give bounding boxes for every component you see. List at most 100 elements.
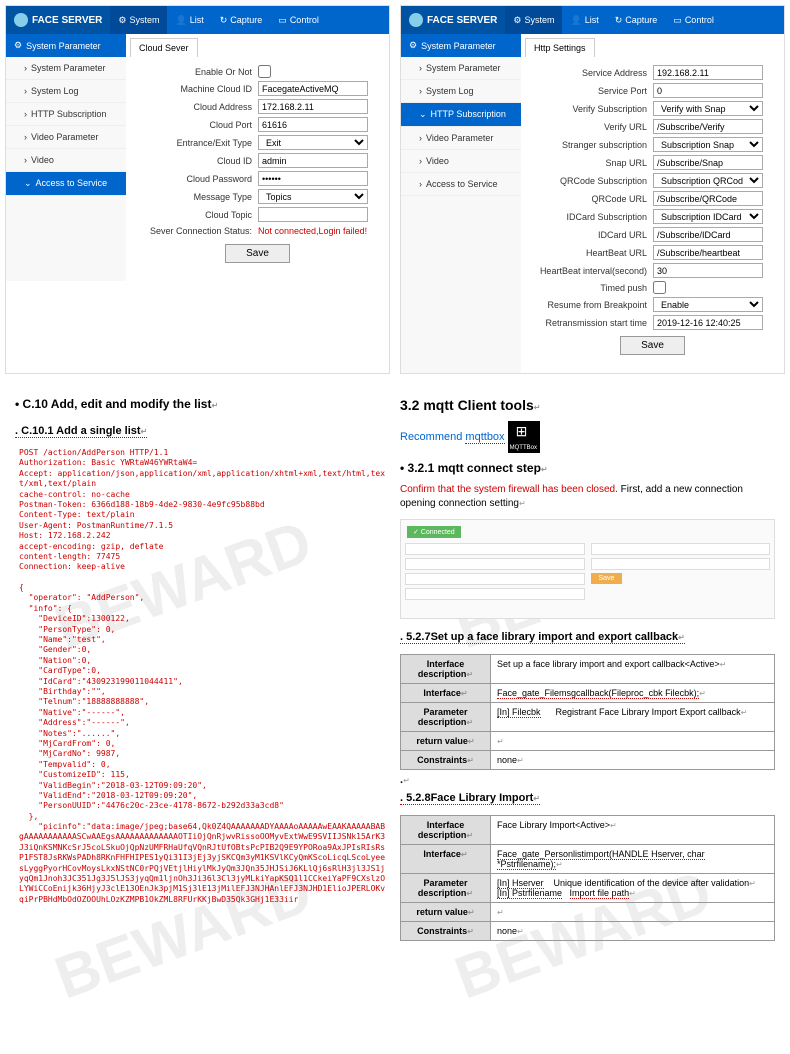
gear-icon: ⚙	[118, 15, 126, 26]
cell-value: Face_gate_Personlistimport(HANDLE Hserve…	[491, 845, 775, 874]
logo: FACE SERVER	[6, 6, 110, 34]
label: Snap URL	[533, 158, 653, 168]
cell-value	[491, 903, 775, 922]
label: QRCode Subscription	[533, 176, 653, 186]
label: Timed push	[533, 283, 653, 293]
save-button[interactable]: Save	[225, 244, 290, 263]
nav-list[interactable]: 👤List	[167, 6, 211, 34]
resume-select[interactable]: Enable	[653, 297, 763, 312]
label: Resume from Breakpoint	[533, 300, 653, 310]
label: Cloud Topic	[138, 210, 258, 220]
label: Enable Or Not	[138, 67, 258, 77]
port-input[interactable]	[653, 83, 763, 98]
surl-input[interactable]	[653, 155, 763, 170]
sidebar-item[interactable]: Video	[401, 150, 521, 173]
hint-input[interactable]	[653, 263, 763, 278]
fingerprint-icon	[14, 13, 28, 27]
api-table-527: Interface descriptionSet up a face libra…	[400, 654, 775, 770]
cell-value: Face Library Import<Active>	[491, 816, 775, 845]
heading-32: 3.2 mqtt Client tools	[400, 397, 775, 413]
nav-system[interactable]: ⚙System	[110, 6, 167, 34]
mqttbox-link[interactable]: mqttbox	[465, 431, 504, 444]
label: Cloud Port	[138, 120, 258, 130]
cell-value: Face_gate_Filemsgcallback(Fileproc_cbk F…	[491, 684, 775, 703]
iurl-input[interactable]	[653, 227, 763, 242]
address-input[interactable]	[258, 99, 368, 114]
nav-system[interactable]: ⚙System	[505, 6, 562, 34]
qsub-select[interactable]: Subscription QRCode	[653, 173, 763, 188]
cell-label: Interface description	[401, 816, 491, 845]
machine-id-input[interactable]	[258, 81, 368, 96]
sidebar-item[interactable]: System Log	[401, 80, 521, 103]
sidebar-item[interactable]: System Parameter	[401, 57, 521, 80]
nav-capture[interactable]: ↻Capture	[212, 6, 271, 34]
qurl-input[interactable]	[653, 191, 763, 206]
mtype-select[interactable]: Topics	[258, 189, 368, 204]
sidebar-item[interactable]: Video Parameter	[6, 126, 126, 149]
heading-321: 3.2.1 mqtt connect step	[400, 461, 775, 475]
label: HeartBeat interval(second)	[533, 266, 653, 276]
label: Cloud Address	[138, 102, 258, 112]
tab-http[interactable]: Http Settings	[525, 38, 595, 57]
label: Cloud ID	[138, 156, 258, 166]
conn-save: Save	[591, 573, 623, 584]
person-icon: 👤	[570, 15, 581, 26]
confirm-text: Confirm that the system firewall has bee…	[400, 483, 775, 511]
sidebar-item-active[interactable]: Access to Service	[6, 172, 126, 196]
label: Stranger subscription	[533, 140, 653, 150]
sidebar-item[interactable]: Video	[6, 149, 126, 172]
label: Verify Subscription	[533, 104, 653, 114]
label: Sever Connection Status:	[138, 226, 258, 236]
nav-capture[interactable]: ↻Capture	[607, 6, 666, 34]
control-icon: ▭	[278, 15, 287, 26]
label: Cloud Password	[138, 174, 258, 184]
nav-control[interactable]: ▭Control	[270, 6, 327, 34]
sidebar-item[interactable]: Video Parameter	[401, 127, 521, 150]
tab-cloud[interactable]: Cloud Sever	[130, 38, 198, 57]
port-input[interactable]	[258, 117, 368, 132]
label: IDCard Subscription	[533, 212, 653, 222]
cell-label: Interface	[401, 684, 491, 703]
sidebar-item[interactable]: Access to Service	[401, 173, 521, 196]
cell-label: Parameter description	[401, 874, 491, 903]
cloudpwd-input[interactable]	[258, 171, 368, 186]
sidebar-item[interactable]: System Parameter	[6, 57, 126, 80]
ee-select[interactable]: Exit	[258, 135, 368, 150]
label: QRCode URL	[533, 194, 653, 204]
ssub-select[interactable]: Subscription Snap	[653, 137, 763, 152]
tpush-checkbox[interactable]	[653, 281, 666, 294]
retrans-input[interactable]	[653, 315, 763, 330]
code-block: POST /action/AddPerson HTTP/1.1 Authoriz…	[15, 444, 390, 909]
cell-label: return value	[401, 903, 491, 922]
control-icon: ▭	[673, 15, 682, 26]
vsub-select[interactable]: Verify with Snap	[653, 101, 763, 116]
nav-control[interactable]: ▭Control	[665, 6, 722, 34]
cell-label: Constraints	[401, 922, 491, 941]
ctopic-input[interactable]	[258, 207, 368, 222]
cell-value: none	[491, 922, 775, 941]
app-cloud: FACE SERVER ⚙System 👤List ↻Capture ▭Cont…	[5, 5, 390, 374]
hurl-input[interactable]	[653, 245, 763, 260]
label: Entrance/Exit Type	[138, 138, 258, 148]
heading-528: 5.2.8Face Library Import	[400, 792, 540, 805]
label: HeartBeat URL	[533, 248, 653, 258]
cloudid-input[interactable]	[258, 153, 368, 168]
enable-checkbox[interactable]	[258, 65, 271, 78]
refresh-icon: ↻	[220, 15, 228, 26]
sidebar-item-active[interactable]: HTTP Subscription	[401, 103, 521, 127]
gear-icon: ⚙	[513, 15, 521, 26]
heading-527: 5.2.7Set up a face library import and ex…	[400, 631, 685, 644]
cell-value: Set up a face library import and export …	[491, 655, 775, 684]
isub-select[interactable]: Subscription IDCard	[653, 209, 763, 224]
save-button[interactable]: Save	[620, 336, 685, 355]
cell-value: [In] Hserver Unique identification of th…	[491, 874, 775, 903]
addr-input[interactable]	[653, 65, 763, 80]
refresh-icon: ↻	[615, 15, 623, 26]
sidebar-item[interactable]: System Log	[6, 80, 126, 103]
vurl-input[interactable]	[653, 119, 763, 134]
status-text: Not connected,Login failed!	[258, 225, 367, 238]
cell-label: return value	[401, 732, 491, 751]
nav-list[interactable]: 👤List	[562, 6, 606, 34]
sidebar-header: ⚙System Parameter	[6, 34, 126, 57]
sidebar-item[interactable]: HTTP Subscription	[6, 103, 126, 126]
